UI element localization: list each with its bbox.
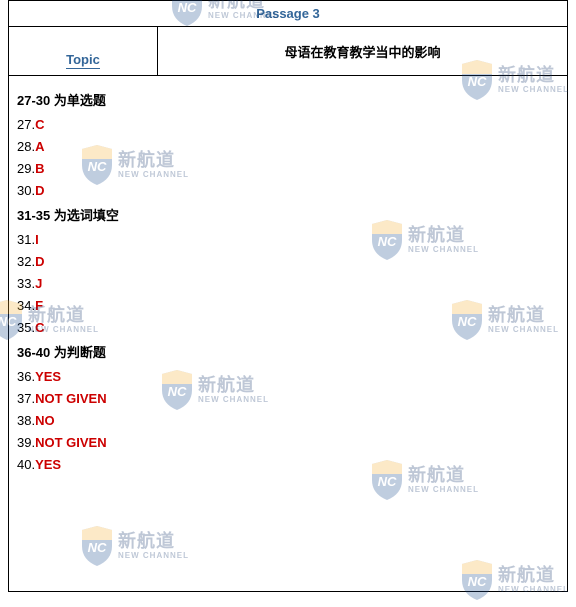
answer-line: 37.NOT GIVEN: [17, 391, 559, 406]
answer-line: 31.I: [17, 232, 559, 247]
answers-content: 27-30 为单选题27.C28.A29.B30.D31-35 为选词填空31.…: [9, 76, 567, 483]
answer-value: B: [35, 161, 44, 176]
answer-value: NOT GIVEN: [35, 435, 107, 450]
question-number: 33.: [17, 276, 35, 291]
answer-line: 36.YES: [17, 369, 559, 384]
question-number: 38.: [17, 413, 35, 428]
answer-value: J: [35, 276, 42, 291]
answer-line: 30.D: [17, 183, 559, 198]
answer-line: 39.NOT GIVEN: [17, 435, 559, 450]
question-number: 37.: [17, 391, 35, 406]
answer-value: D: [35, 183, 44, 198]
answer-value: YES: [35, 369, 61, 384]
question-number: 36.: [17, 369, 35, 384]
answer-line: 32.D: [17, 254, 559, 269]
question-number: 31.: [17, 232, 35, 247]
answer-line: 27.C: [17, 117, 559, 132]
answer-value: C: [35, 117, 44, 132]
answer-table: Passage 3 Topic 母语在教育教学当中的影响 27-30 为单选题 2…: [8, 0, 568, 592]
question-number: 34.: [17, 298, 35, 313]
question-number: 30.: [17, 183, 35, 198]
answer-value: I: [35, 232, 39, 247]
answer-line: 29.B: [17, 161, 559, 176]
answer-value: F: [35, 298, 43, 313]
answer-value: C: [35, 320, 44, 335]
answer-line: 28.A: [17, 139, 559, 154]
answer-value: YES: [35, 457, 61, 472]
section-heading: 31-35 为选词填空: [17, 205, 559, 224]
passage-title: Passage 3: [9, 1, 567, 27]
answer-line: 33.J: [17, 276, 559, 291]
header-cell-description: 母语在教育教学当中的影响: [158, 27, 567, 75]
question-number: 28.: [17, 139, 35, 154]
question-number: 40.: [17, 457, 35, 472]
answer-line: 40.YES: [17, 457, 559, 472]
section-heading: 36-40 为判断题: [17, 342, 559, 361]
question-number: 27.: [17, 117, 35, 132]
answer-value: NO: [35, 413, 55, 428]
answer-value: D: [35, 254, 44, 269]
section-heading: 27-30 为单选题: [17, 90, 559, 109]
question-number: 32.: [17, 254, 35, 269]
topic-label: Topic: [66, 52, 100, 69]
header-row: Topic 母语在教育教学当中的影响: [9, 27, 567, 76]
page: Passage 3 Topic 母语在教育教学当中的影响 27-30 为单选题 2…: [0, 0, 576, 607]
answer-line: 34.F: [17, 298, 559, 313]
question-number: 29.: [17, 161, 35, 176]
answer-value: A: [35, 139, 44, 154]
question-number: 39.: [17, 435, 35, 450]
answer-line: 38.NO: [17, 413, 559, 428]
answer-line: 35.C: [17, 320, 559, 335]
header-cell-topic: Topic: [9, 27, 158, 75]
answer-value: NOT GIVEN: [35, 391, 107, 406]
question-number: 35.: [17, 320, 35, 335]
